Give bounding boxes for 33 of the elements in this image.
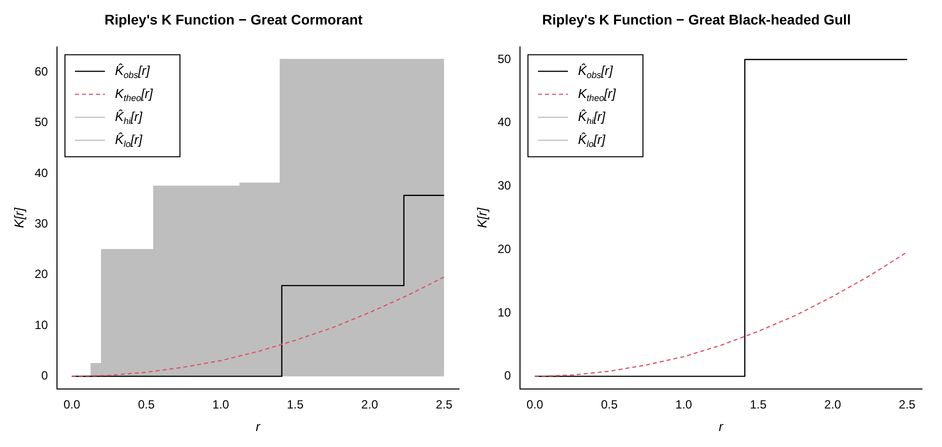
x-tick-label: 2.5 — [898, 398, 916, 412]
x-tick-label: 0.0 — [63, 398, 81, 412]
x-tick-label: 0.5 — [138, 398, 155, 412]
chart-title: Ripley's K Function − Great Black-headed Gull — [542, 11, 851, 28]
x-axis-title: r — [256, 418, 261, 434]
x-tick-label: 1.0 — [212, 398, 230, 412]
y-tick-label: 40 — [498, 115, 512, 130]
x-tick-label: 2.0 — [361, 398, 378, 412]
x-tick-label: 1.0 — [675, 398, 692, 412]
y-tick-label: 0 — [504, 368, 512, 383]
y-axis-title: K[r] — [474, 207, 490, 228]
line-series — [71, 276, 445, 377]
y-tick-label: 0 — [41, 368, 48, 383]
y-tick-label: 30 — [34, 216, 48, 231]
y-axis-title: K[r] — [11, 207, 26, 228]
y-tick-label: 20 — [498, 242, 512, 256]
x-tick-label: 2.5 — [436, 398, 453, 412]
y-tick-label: 30 — [498, 178, 512, 193]
x-tick-label: 0.5 — [600, 398, 618, 412]
chart-title: Ripley's K Function − Great Cormorant — [104, 11, 363, 28]
x-axis-title: r — [718, 418, 724, 434]
line-series — [534, 252, 908, 377]
y-tick-label: 50 — [498, 52, 512, 66]
y-tick-label: 50 — [34, 115, 48, 130]
x-tick-label: 0.0 — [526, 398, 544, 412]
y-tick-label: 60 — [34, 64, 48, 78]
x-tick-label: 1.5 — [750, 398, 767, 412]
x-tick-label: 2.0 — [824, 398, 842, 412]
y-tick-label: 10 — [498, 305, 512, 320]
y-tick-label: 10 — [34, 318, 48, 332]
y-tick-label: 20 — [34, 267, 48, 282]
x-tick-label: 1.5 — [286, 398, 304, 412]
y-tick-label: 40 — [34, 166, 48, 180]
